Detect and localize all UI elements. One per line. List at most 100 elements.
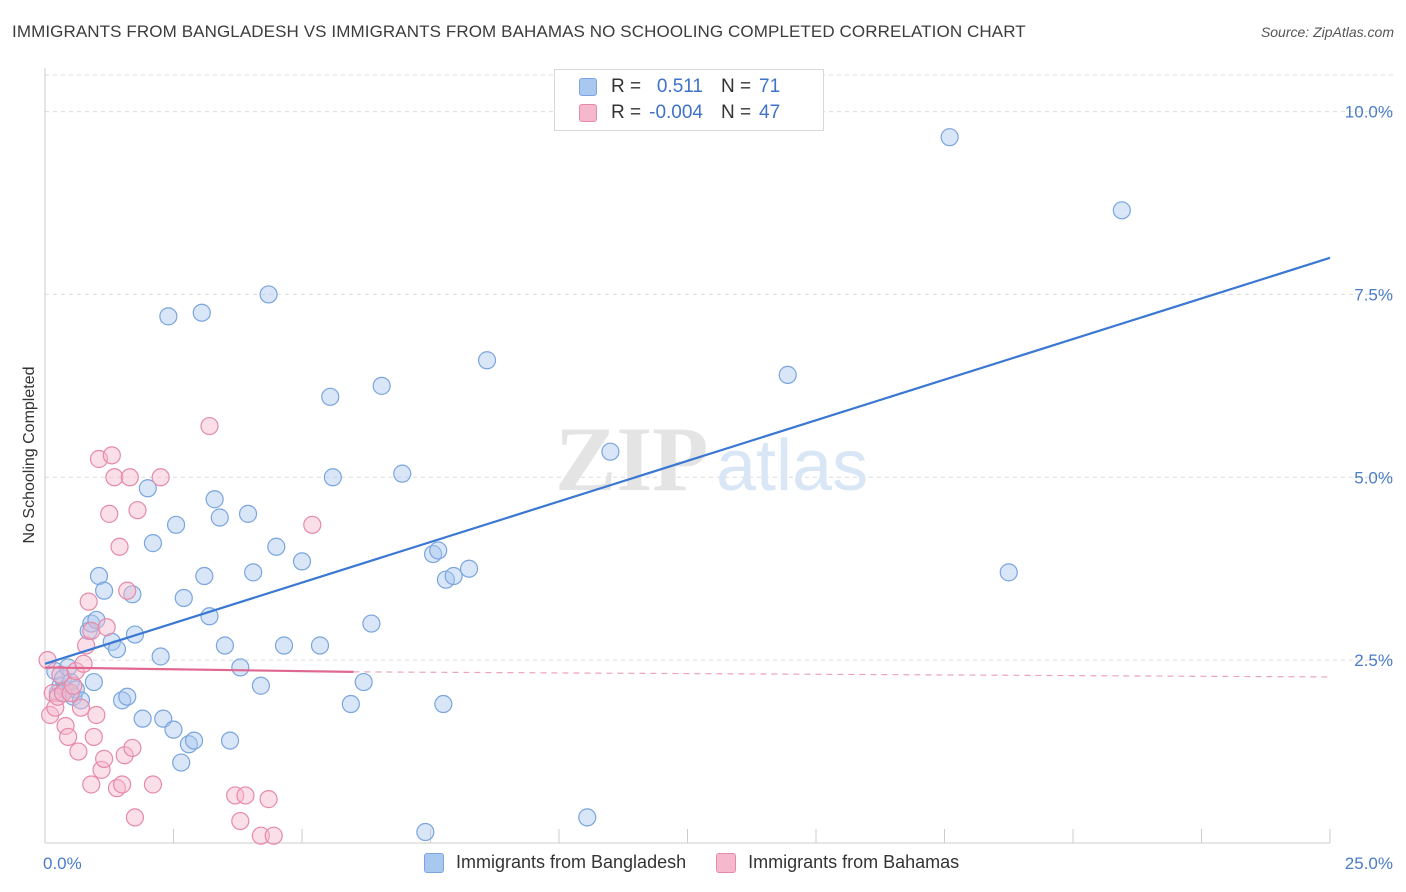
data-point bbox=[79, 592, 98, 611]
source-label: Source: ZipAtlas.com bbox=[1260, 24, 1394, 40]
data-point bbox=[115, 746, 134, 765]
data-point bbox=[95, 581, 114, 600]
data-point bbox=[274, 636, 294, 655]
data-point bbox=[143, 534, 163, 553]
legend-r-value: 0.511 bbox=[656, 76, 703, 97]
data-point bbox=[53, 683, 73, 703]
data-point bbox=[59, 727, 78, 747]
data-point bbox=[303, 515, 322, 534]
tick-labels: 2.5% 5.0% 7.5% 10.0% 0.0% 25.0% bbox=[43, 103, 1393, 873]
data-point bbox=[118, 687, 137, 706]
data-point bbox=[321, 387, 340, 406]
trendline-extension-bahamas bbox=[353, 671, 1331, 678]
data-point bbox=[120, 468, 139, 487]
data-point bbox=[166, 515, 186, 534]
data-point bbox=[940, 128, 959, 147]
data-point bbox=[69, 742, 88, 761]
data-point bbox=[123, 738, 142, 758]
data-point bbox=[264, 826, 283, 845]
legend-item-bangladesh: Immigrants from Bangladesh bbox=[424, 852, 686, 873]
axes bbox=[44, 68, 1331, 844]
legend-r-label: R = bbox=[611, 102, 642, 123]
legend-swatch-bahamas bbox=[579, 104, 597, 122]
trendline-bahamas bbox=[44, 666, 354, 673]
legend-item-bahamas: Immigrants from Bahamas bbox=[716, 852, 959, 873]
legend-row-bahamas: R = -0.004 N = 47 bbox=[579, 101, 780, 125]
data-point bbox=[205, 490, 224, 509]
data-point bbox=[159, 307, 178, 326]
series-legend: Immigrants from Bangladesh Immigrants fr… bbox=[424, 852, 989, 873]
series-points bbox=[38, 128, 1131, 845]
legend-r-label: R = bbox=[611, 76, 642, 97]
y-tick-label: 2.5% bbox=[1354, 651, 1393, 670]
data-point bbox=[61, 683, 80, 703]
data-point bbox=[105, 468, 124, 487]
data-point bbox=[236, 786, 255, 805]
data-point bbox=[444, 566, 463, 586]
data-point bbox=[251, 826, 270, 845]
x-tick-label: 25.0% bbox=[1345, 854, 1393, 873]
data-point bbox=[110, 537, 129, 556]
data-point bbox=[143, 775, 163, 794]
data-point bbox=[172, 753, 191, 772]
trendlines bbox=[44, 256, 1331, 678]
series-bangladesh bbox=[46, 128, 1131, 842]
data-point bbox=[210, 508, 229, 527]
data-point bbox=[601, 442, 620, 461]
data-point bbox=[459, 559, 479, 578]
data-point bbox=[578, 808, 597, 827]
data-point bbox=[128, 501, 147, 520]
data-point bbox=[125, 808, 145, 827]
data-point bbox=[220, 731, 240, 750]
data-point bbox=[354, 672, 373, 692]
data-point bbox=[71, 691, 91, 710]
data-point bbox=[71, 698, 91, 717]
data-point bbox=[200, 416, 219, 436]
trendline-bangladesh bbox=[44, 256, 1331, 665]
stats-legend: R = 0.511 N = 71 R = -0.004 N = 47 bbox=[554, 69, 824, 131]
data-point bbox=[84, 672, 103, 692]
legend-swatch-bahamas bbox=[716, 852, 737, 873]
data-point bbox=[238, 504, 258, 523]
data-point bbox=[164, 720, 183, 739]
y-axis-label: No Schooling Completed bbox=[21, 367, 38, 544]
data-point bbox=[259, 790, 278, 809]
data-point bbox=[133, 709, 152, 728]
data-point bbox=[74, 654, 93, 673]
data-point bbox=[82, 621, 101, 640]
data-point bbox=[184, 731, 204, 750]
data-point bbox=[292, 552, 312, 571]
data-point bbox=[323, 468, 342, 487]
data-point bbox=[999, 563, 1018, 582]
data-point bbox=[259, 285, 278, 304]
watermark: ZIP atlas bbox=[555, 408, 868, 510]
watermark-atlas: atlas bbox=[716, 426, 868, 506]
data-point bbox=[251, 676, 270, 695]
data-point bbox=[195, 566, 214, 586]
data-point bbox=[82, 775, 101, 794]
legend-label-bangladesh: Immigrants from Bangladesh bbox=[456, 852, 687, 872]
data-point bbox=[393, 464, 412, 483]
legend-n-label: N = bbox=[721, 76, 752, 97]
y-tick-label: 7.5% bbox=[1354, 285, 1393, 304]
data-point bbox=[46, 698, 65, 717]
legend-swatch-bangladesh bbox=[424, 852, 444, 873]
data-point bbox=[362, 614, 381, 633]
data-point bbox=[97, 618, 116, 637]
data-point bbox=[138, 479, 157, 498]
data-point bbox=[778, 365, 797, 384]
legend-label-bahamas: Immigrants from Bahamas bbox=[748, 852, 960, 872]
data-point bbox=[244, 563, 263, 582]
data-point bbox=[231, 658, 250, 677]
x-tick-label: 0.0% bbox=[43, 854, 82, 873]
legend-n-value: 47 bbox=[759, 102, 781, 123]
data-point bbox=[151, 468, 170, 487]
data-point bbox=[87, 705, 106, 725]
data-point bbox=[51, 665, 70, 684]
data-point bbox=[226, 786, 245, 805]
data-point bbox=[92, 760, 111, 779]
y-tick-label: 10.0% bbox=[1345, 103, 1393, 122]
data-point bbox=[151, 647, 170, 666]
legend-r-value: -0.004 bbox=[649, 102, 703, 123]
